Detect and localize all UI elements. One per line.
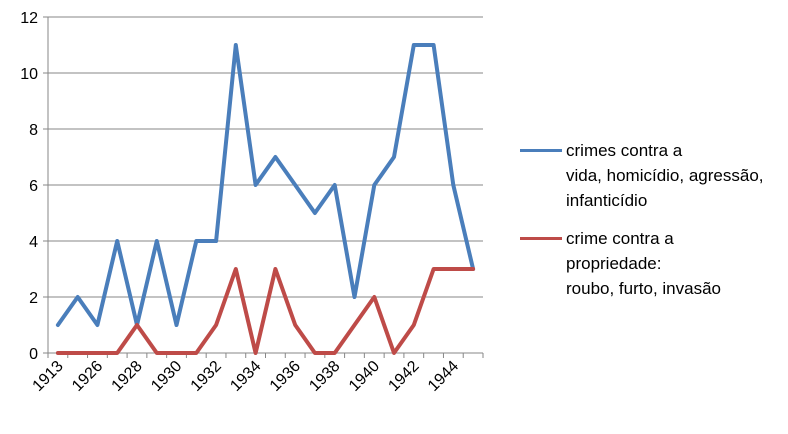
- series-lines: [55, 43, 476, 355]
- y-tick-label: 12: [20, 10, 38, 27]
- x-tick-label: 1913: [30, 358, 67, 395]
- y-tick-label: 4: [29, 234, 38, 251]
- axes: [43, 16, 484, 358]
- x-tick-label: 1940: [346, 358, 383, 395]
- legend-swatch-0: [520, 149, 562, 152]
- x-axis-tick-labels: 1913 1926 1928 1930 1932 1934 1936 1938 1940 1942…: [30, 358, 463, 395]
- y-tick-label: 6: [29, 178, 38, 195]
- series-line-1: [55, 267, 476, 355]
- legend-item-1: crime contra a propriedade: roubo, furto…: [520, 226, 788, 306]
- y-tick-label: 0: [29, 346, 38, 363]
- y-tick-label: 10: [20, 66, 38, 83]
- y-axis-tick-labels: 0 2 4 6 8 10 12: [20, 10, 38, 363]
- legend-label-0: crimes contra a vida, homicídio, agressã…: [566, 141, 764, 210]
- x-tick-label: 1938: [306, 358, 343, 395]
- x-tick-label: 1928: [109, 358, 146, 395]
- gridlines: [48, 16, 483, 298]
- legend-item-0: crimes contra a vida, homicídio, agressã…: [520, 138, 788, 218]
- x-tick-label: 1934: [227, 358, 264, 395]
- legend-swatch-1: [520, 237, 562, 240]
- x-tick-label: 1936: [267, 358, 304, 395]
- x-tick-label: 1932: [188, 358, 225, 395]
- y-tick-label: 2: [29, 290, 38, 307]
- x-tick-label: 1944: [425, 358, 462, 395]
- legend-label-1: crime contra a propriedade: roubo, furto…: [566, 229, 721, 298]
- x-tick-label: 1926: [69, 358, 106, 395]
- series-line-0: [55, 43, 476, 327]
- y-tick-label: 8: [29, 122, 38, 139]
- x-tick-label: 1930: [148, 358, 185, 395]
- x-tick-label: 1942: [385, 358, 422, 395]
